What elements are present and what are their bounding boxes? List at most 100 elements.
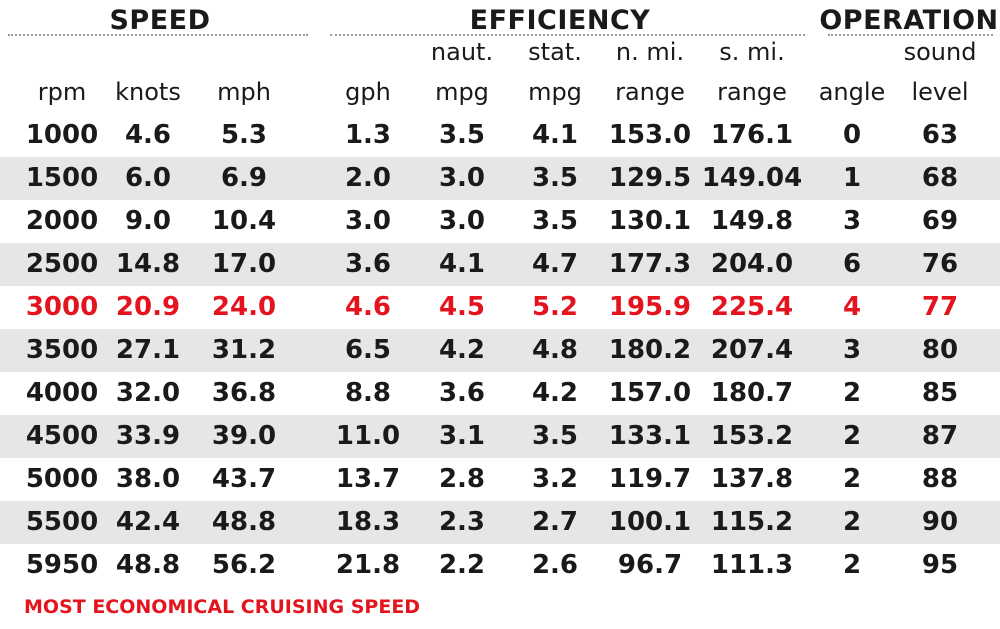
- table-cell: 1: [842, 163, 862, 193]
- table-cell: 149.8: [710, 206, 794, 236]
- table-cell: 3500: [25, 335, 99, 365]
- table-cell: 21.8: [335, 550, 401, 580]
- table-cell: 2000: [25, 206, 99, 236]
- header-bottom-0: rpm: [37, 78, 87, 106]
- table-cell: 87: [921, 421, 959, 451]
- group-rule-operation: [828, 34, 993, 36]
- table-cell: 6.9: [220, 163, 268, 193]
- table-cell: 33.9: [115, 421, 181, 451]
- table-cell: 4: [842, 292, 862, 322]
- table-cell: 129.5: [608, 163, 692, 193]
- table-cell: 2: [842, 507, 862, 537]
- table-cell: 3: [842, 206, 862, 236]
- table-cell: 68: [921, 163, 959, 193]
- table-cell: 130.1: [608, 206, 692, 236]
- table-cell: 2500: [25, 249, 99, 279]
- table-cell: 111.3: [710, 550, 794, 580]
- table-cell: 11.0: [335, 421, 401, 451]
- header-top-7: s. mi.: [719, 38, 785, 66]
- table-row: 2500 14.8 17.0 3.6 4.1 4.7 177.3 204.0 6 76: [0, 243, 1000, 286]
- header-top-6: n. mi.: [615, 38, 685, 66]
- table-cell: 5500: [25, 507, 99, 537]
- table-row: 1000 4.6 5.3 1.3 3.5 4.1 153.0 176.1 0 63: [0, 114, 1000, 157]
- table-cell: 88: [921, 464, 959, 494]
- table-cell: 77: [921, 292, 959, 322]
- table-cell: 3.0: [438, 206, 486, 236]
- table-cell: 180.2: [608, 335, 692, 365]
- header-bottom-2: mph: [217, 78, 271, 106]
- table-row: 2000 9.0 10.4 3.0 3.0 3.5 130.1 149.8 3 69: [0, 200, 1000, 243]
- table-cell: 2: [842, 378, 862, 408]
- table-cell: 153.2: [710, 421, 794, 451]
- table-cell: 4.2: [531, 378, 579, 408]
- table-cell: 1000: [25, 120, 99, 150]
- table-row: 3000 20.9 24.0 4.6 4.5 5.2 195.9 225.4 4 77: [0, 286, 1000, 329]
- table-cell: 3.0: [344, 206, 392, 236]
- table-row: 5950 48.8 56.2 21.8 2.2 2.6 96.7 111.3 2 95: [0, 544, 1000, 587]
- header-top-9: sound: [903, 38, 977, 66]
- table-cell: 48.8: [211, 507, 277, 537]
- table-cell: 56.2: [211, 550, 277, 580]
- table-cell: 32.0: [115, 378, 181, 408]
- table-cell: 95: [921, 550, 959, 580]
- table-cell: 5.3: [220, 120, 268, 150]
- header-bottom-6: range: [615, 78, 685, 106]
- table-cell: 76: [921, 249, 959, 279]
- table-cell: 90: [921, 507, 959, 537]
- table-cell: 4.2: [438, 335, 486, 365]
- table-cell: 3.6: [344, 249, 392, 279]
- table-cell: 4500: [25, 421, 99, 451]
- table-cell: 6.5: [344, 335, 392, 365]
- group-title-efficiency: EFFICIENCY: [469, 5, 651, 36]
- table-cell: 3.5: [531, 421, 579, 451]
- table-cell: 2.7: [531, 507, 579, 537]
- table-cell: 4.1: [438, 249, 486, 279]
- table-cell: 137.8: [710, 464, 794, 494]
- header-top-4: naut.: [430, 38, 494, 66]
- table-row: 3500 27.1 31.2 6.5 4.2 4.8 180.2 207.4 3 80: [0, 329, 1000, 372]
- table-row: 1500 6.0 6.9 2.0 3.0 3.5 129.5 149.04 1 68: [0, 157, 1000, 200]
- header-bottom-8: angle: [818, 78, 886, 106]
- table-cell: 4000: [25, 378, 99, 408]
- table-cell: 6.0: [124, 163, 172, 193]
- table-cell: 195.9: [608, 292, 692, 322]
- group-title-operation: OPERATION: [819, 5, 999, 36]
- table-cell: 115.2: [710, 507, 794, 537]
- table-cell: 48.8: [115, 550, 181, 580]
- table-cell: 0: [842, 120, 862, 150]
- table-cell: 177.3: [608, 249, 692, 279]
- table-cell: 8.8: [344, 378, 392, 408]
- table-cell: 18.3: [335, 507, 401, 537]
- table-cell: 27.1: [115, 335, 181, 365]
- table-cell: 1.3: [344, 120, 392, 150]
- table-cell: 2: [842, 464, 862, 494]
- table-cell: 2.8: [438, 464, 486, 494]
- table-cell: 80: [921, 335, 959, 365]
- table-cell: 3.2: [531, 464, 579, 494]
- table-cell: 17.0: [211, 249, 277, 279]
- table-cell: 176.1: [710, 120, 794, 150]
- table-cell: 69: [921, 206, 959, 236]
- table-cell: 9.0: [124, 206, 172, 236]
- table-cell: 14.8: [115, 249, 181, 279]
- table-cell: 5.2: [531, 292, 579, 322]
- table-cell: 3.0: [438, 163, 486, 193]
- table-cell: 4.5: [438, 292, 486, 322]
- table-cell: 149.04: [701, 163, 803, 193]
- table-cell: 13.7: [335, 464, 401, 494]
- group-rule-efficiency: [330, 34, 805, 36]
- table-cell: 4.8: [531, 335, 579, 365]
- header-bottom-1: knots: [115, 78, 181, 106]
- table-cell: 3.5: [438, 120, 486, 150]
- table-cell: 2.2: [438, 550, 486, 580]
- table-cell: 225.4: [710, 292, 794, 322]
- header-bottom-7: range: [717, 78, 787, 106]
- table-cell: 180.7: [710, 378, 794, 408]
- table-cell: 3000: [25, 292, 99, 322]
- header-bottom-4: mpg: [435, 78, 489, 106]
- table-cell: 5000: [25, 464, 99, 494]
- header-bottom-3: gph: [345, 78, 391, 106]
- table-cell: 10.4: [211, 206, 277, 236]
- table-cell: 3: [842, 335, 862, 365]
- group-title-speed: SPEED: [109, 5, 211, 36]
